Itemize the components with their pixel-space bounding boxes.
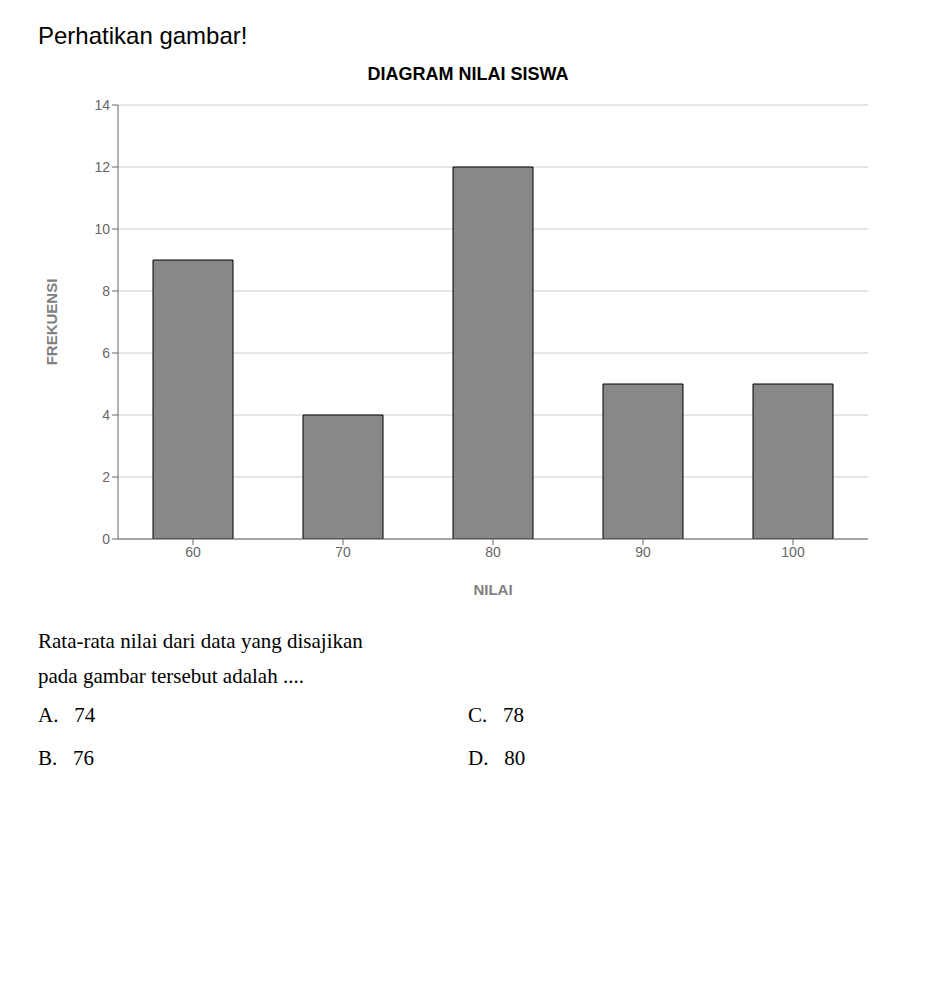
html-text:pada gambar tersebut adalah ..: pada gambar tersebut adalah .... — [38, 664, 304, 688]
html-text:DIAGRAM NILAI SISWA: DIAGRAM NILAI SISWA — [367, 64, 569, 84]
html-text:A. 74: A. 74 — [38, 703, 96, 727]
svg-text:80: 80 — [485, 544, 501, 560]
html-text:Rata-rata nilai dari data yang: Rata-rata nilai dari data yang disajikan — [38, 629, 363, 653]
svg-text:8: 8 — [102, 283, 110, 299]
svg-text:60: 60 — [185, 544, 201, 560]
html-text:C. 78: C. 78 — [468, 703, 524, 727]
svg-text:NILAI: NILAI — [473, 581, 512, 598]
svg-text:10: 10 — [94, 221, 110, 237]
svg-text:12: 12 — [94, 159, 110, 175]
svg-text:4: 4 — [102, 407, 110, 423]
svg-text:70: 70 — [335, 544, 351, 560]
svg-text:2: 2 — [102, 469, 110, 485]
svg-text:90: 90 — [635, 544, 651, 560]
svg-text:6: 6 — [102, 345, 110, 361]
svg-text:0: 0 — [102, 531, 110, 547]
svg-text:14: 14 — [94, 97, 110, 113]
html-text:B. 76: B. 76 — [38, 746, 94, 770]
svg-text:100: 100 — [781, 544, 805, 560]
svg-text:FREKUENSI: FREKUENSI — [43, 279, 60, 366]
html-text:Perhatikan gambar!: Perhatikan gambar! — [38, 22, 248, 49]
html-text:D. 80: D. 80 — [468, 746, 526, 770]
